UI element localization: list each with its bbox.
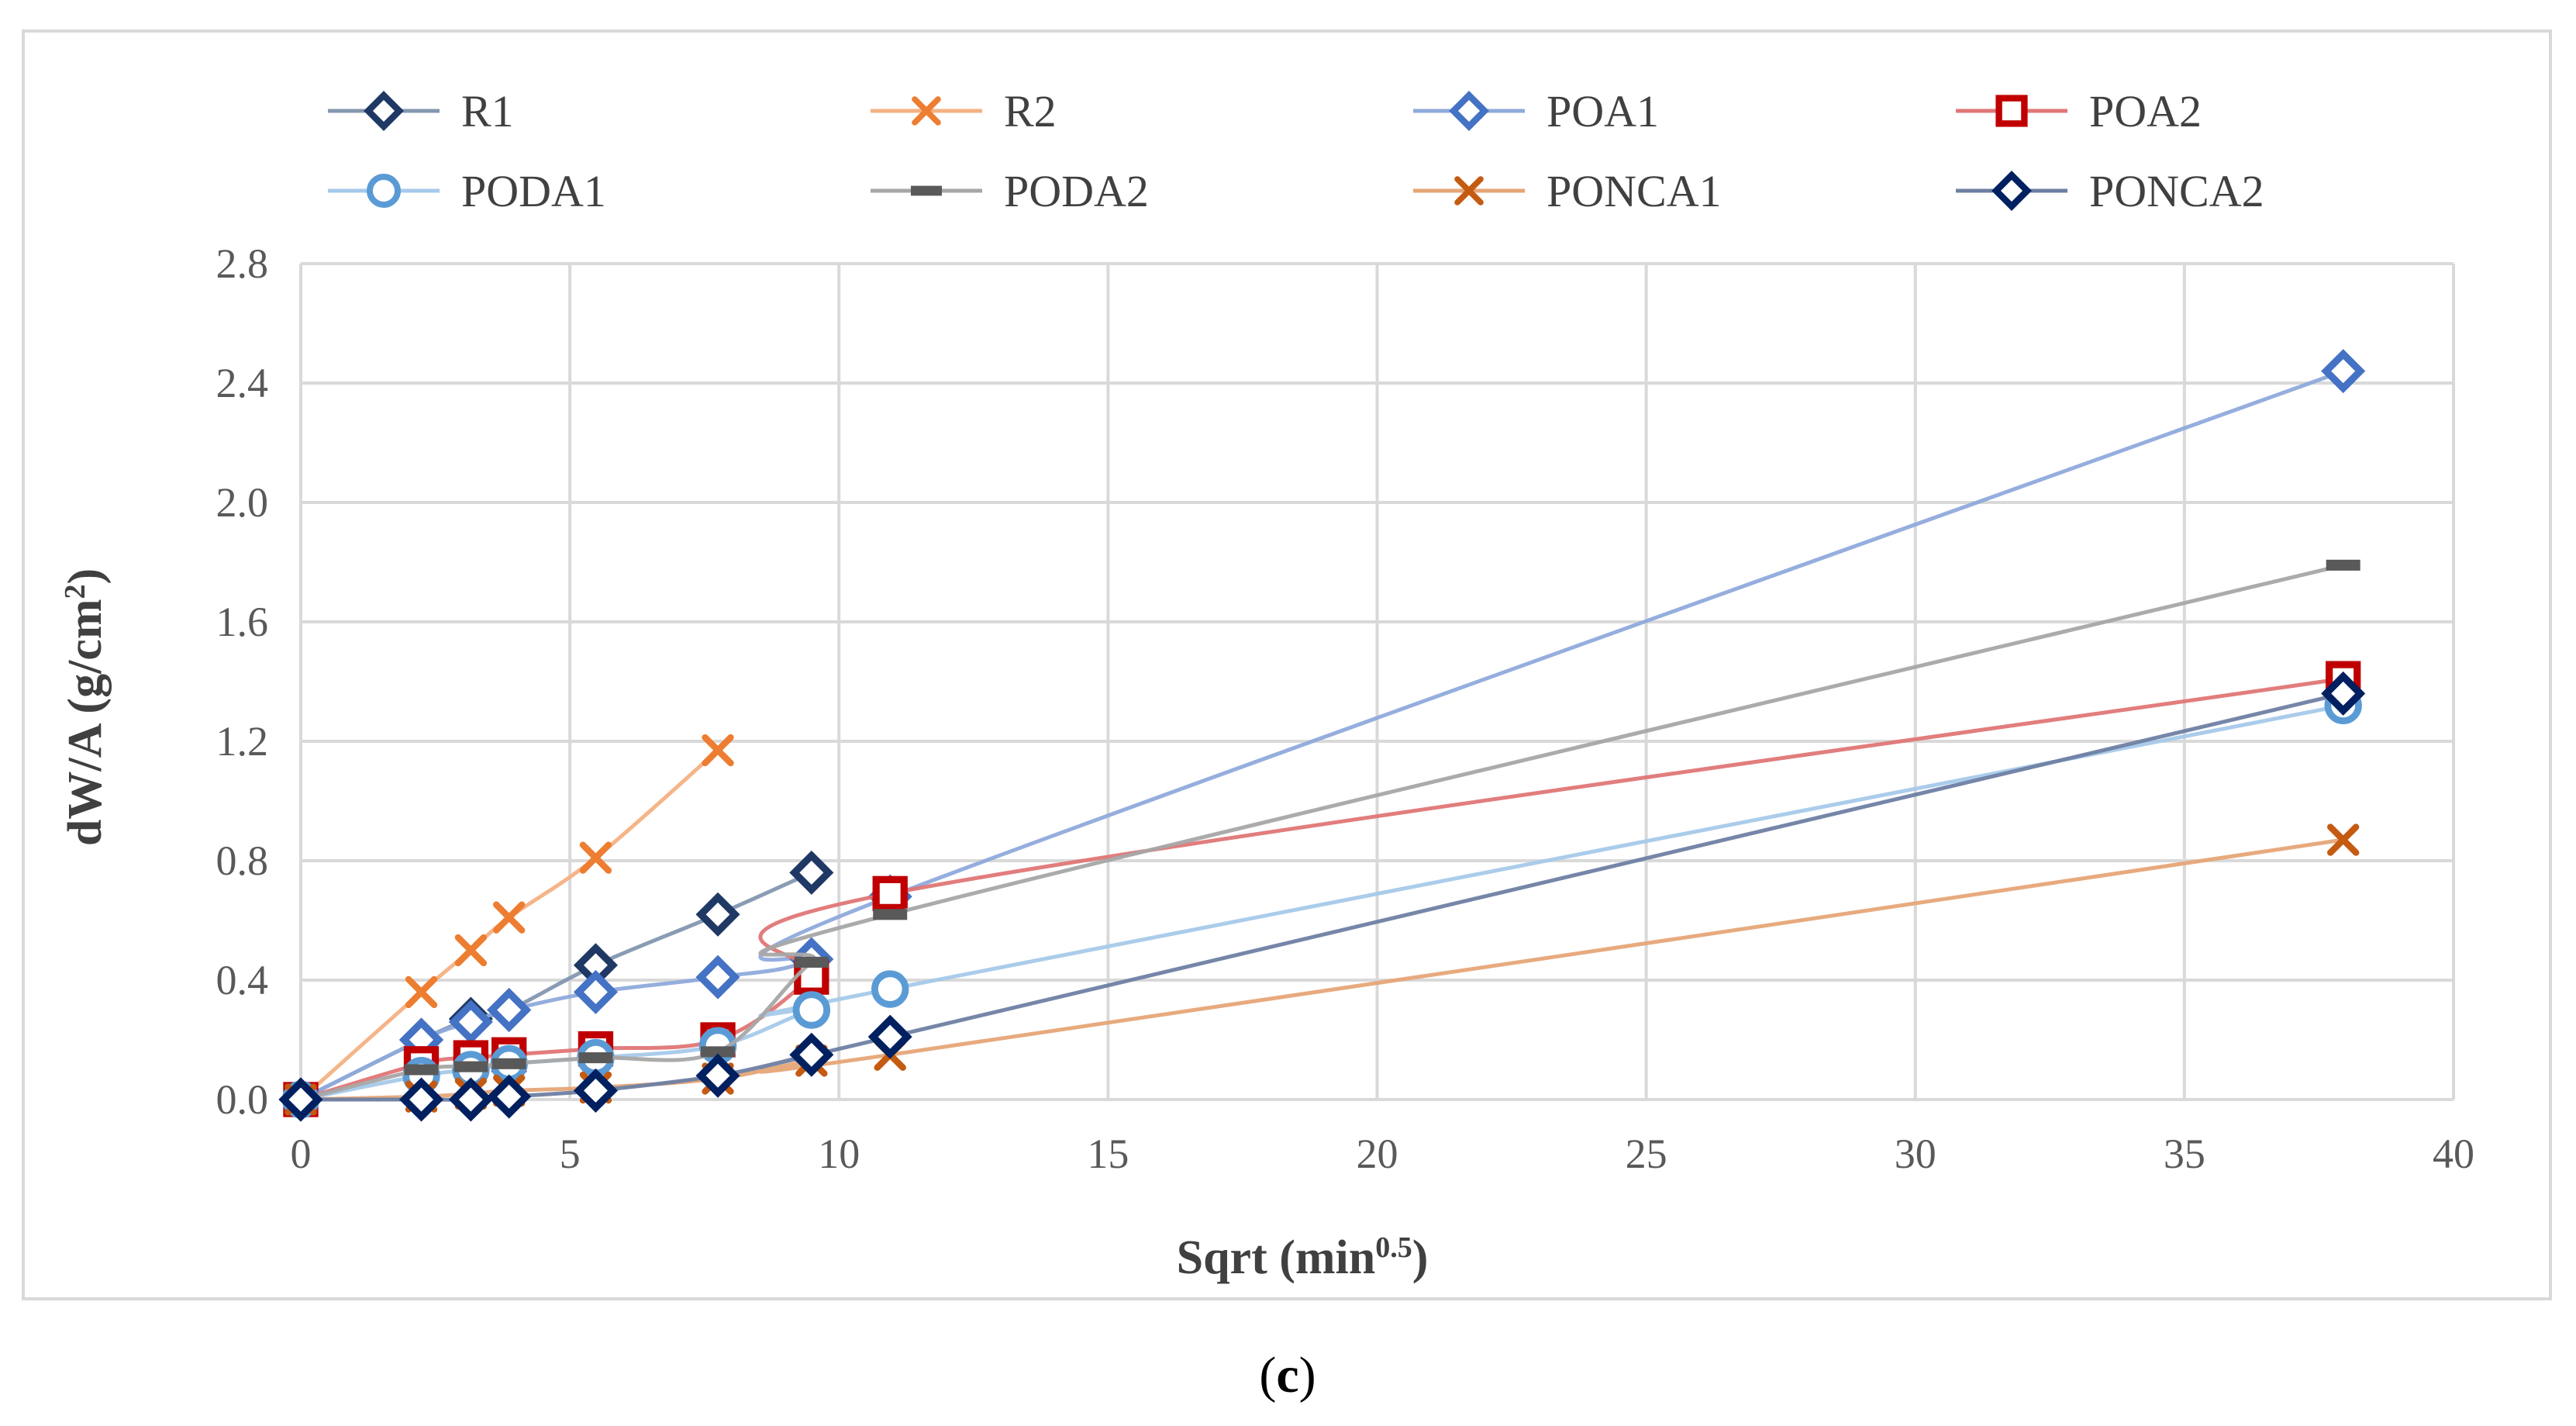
data-point-poa1 (487, 987, 532, 1033)
y-axis-title-end: ) (59, 568, 112, 585)
legend-marker-poa1 (1449, 91, 1489, 131)
y-tick-label: 2.8 (216, 240, 269, 287)
x-tick-label: 15 (1087, 1131, 1129, 1177)
x-tick-label: 0 (291, 1131, 312, 1177)
y-tick-label: 1.2 (216, 718, 269, 765)
data-point-poda2 (794, 956, 829, 968)
data-point-r2 (579, 841, 612, 874)
legend-item-r1: R1 (328, 86, 514, 136)
legend-item-ponca2: PONCA2 (1956, 166, 2264, 216)
data-point-poda2 (404, 1064, 439, 1076)
legend-item-ponca1: PONCA1 (1413, 166, 1722, 216)
series-ponca2 (278, 671, 2366, 1122)
data-point-ponca2 (487, 1074, 532, 1119)
legend-item-poa1: POA1 (1413, 86, 1659, 136)
data-point-r2 (702, 734, 734, 767)
legend-marker-r2 (912, 96, 941, 126)
figure-caption-close: ) (1299, 1347, 1316, 1404)
x-axis-title-end: ) (1412, 1231, 1429, 1284)
legend-label-poa2: POA2 (2089, 86, 2202, 136)
data-point-ponca2 (2321, 671, 2366, 716)
legend: R1 R2 POA1 POA2 PODA1 PODA2 PONCA1 PONCA2 (328, 86, 2264, 216)
x-axis-title: Sqrt (min0.5) (1177, 1231, 1429, 1284)
x-tick-label: 5 (560, 1131, 581, 1177)
x-tick-label: 10 (818, 1131, 860, 1177)
legend-marker-ponca1 (1454, 176, 1484, 205)
legend-label-r2: R2 (1004, 86, 1057, 136)
grid (299, 262, 2455, 1101)
data-point-ponca2 (573, 1068, 618, 1113)
data-point-poda2 (2326, 559, 2360, 571)
data-point-ponca1 (2326, 823, 2360, 856)
data-point-r1 (789, 850, 834, 895)
y-axis-title-sup: 2 (59, 585, 91, 599)
x-tick-label: 30 (1895, 1131, 1936, 1177)
legend-item-poda2: PODA2 (871, 166, 1149, 216)
figure-caption: (c) (1259, 1347, 1316, 1404)
chart-border (22, 29, 2552, 1300)
legend-label-poa1: POA1 (1547, 86, 1659, 136)
legend-label-poda2: PODA2 (1004, 166, 1149, 216)
data-point-poda2 (701, 1046, 736, 1058)
legend-marker-r1 (364, 91, 404, 131)
series-line-r2 (299, 748, 719, 1101)
x-tick-label: 35 (2164, 1131, 2205, 1177)
data-point-poda2 (453, 1061, 488, 1072)
y-axis-title: dW/A (g/cm2) (59, 568, 112, 846)
data-point-ponca2 (278, 1077, 323, 1122)
data-point-ponca2 (867, 1014, 912, 1059)
series-layer (278, 349, 2366, 1122)
y-tick-label: 0.0 (216, 1076, 269, 1123)
data-point-r2 (454, 934, 488, 967)
data-point-poa1 (448, 1000, 493, 1044)
x-tick-label: 40 (2433, 1131, 2474, 1177)
data-point-r2 (492, 901, 526, 934)
x-tick-label: 25 (1626, 1131, 1667, 1177)
y-tick-label: 2.4 (216, 360, 269, 406)
x-axis-title-sup: 0.5 (1375, 1231, 1412, 1264)
legend-label-ponca2: PONCA2 (2089, 166, 2264, 216)
data-point-poa1 (2321, 349, 2366, 394)
legend-label-r1: R1 (461, 86, 514, 136)
data-point-poda1 (792, 991, 831, 1029)
data-point-poda2 (578, 1052, 613, 1064)
data-point-r1 (695, 892, 740, 937)
legend-marker-poa2 (1995, 95, 2028, 127)
data-point-ponca2 (789, 1032, 834, 1077)
y-tick-label: 0.8 (216, 837, 269, 884)
legend-marker-poda1 (367, 174, 401, 208)
legend-item-r2: R2 (871, 86, 1057, 136)
y-tick-label: 2.0 (216, 479, 269, 526)
data-point-poa1 (695, 955, 740, 1000)
legend-marker-poda2 (911, 185, 942, 196)
x-tick-label: 20 (1357, 1131, 1398, 1177)
data-point-poa2 (872, 875, 908, 912)
data-point-ponca2 (448, 1077, 493, 1122)
data-point-poda1 (871, 970, 909, 1008)
data-point-ponca2 (398, 1077, 444, 1122)
legend-item-poa2: POA2 (1956, 86, 2202, 136)
legend-label-poda1: PODA1 (461, 166, 606, 216)
y-axis-title-main: dW/A (g/cm (59, 599, 112, 847)
axes: 0.0 0.4 0.8 1.2 1.6 2.0 2.4 2.8 0 5 10 15 20 25 30 35 40 (216, 240, 2475, 1177)
y-tick-label: 1.6 (216, 599, 269, 645)
figure-caption-open: ( (1259, 1347, 1276, 1404)
x-axis-title-main: Sqrt (min (1177, 1231, 1376, 1284)
data-point-r2 (405, 975, 438, 1009)
legend-item-poda1: PODA1 (328, 166, 606, 216)
data-point-poa1 (573, 969, 618, 1014)
data-point-poda2 (491, 1058, 526, 1069)
legend-label-ponca1: PONCA1 (1547, 166, 1722, 216)
data-point-poda2 (873, 909, 908, 920)
legend-marker-ponca2 (1991, 171, 2032, 211)
data-point-ponca2 (695, 1053, 740, 1098)
figure-caption-letter: c (1276, 1347, 1298, 1404)
y-tick-label: 0.4 (216, 957, 269, 1003)
